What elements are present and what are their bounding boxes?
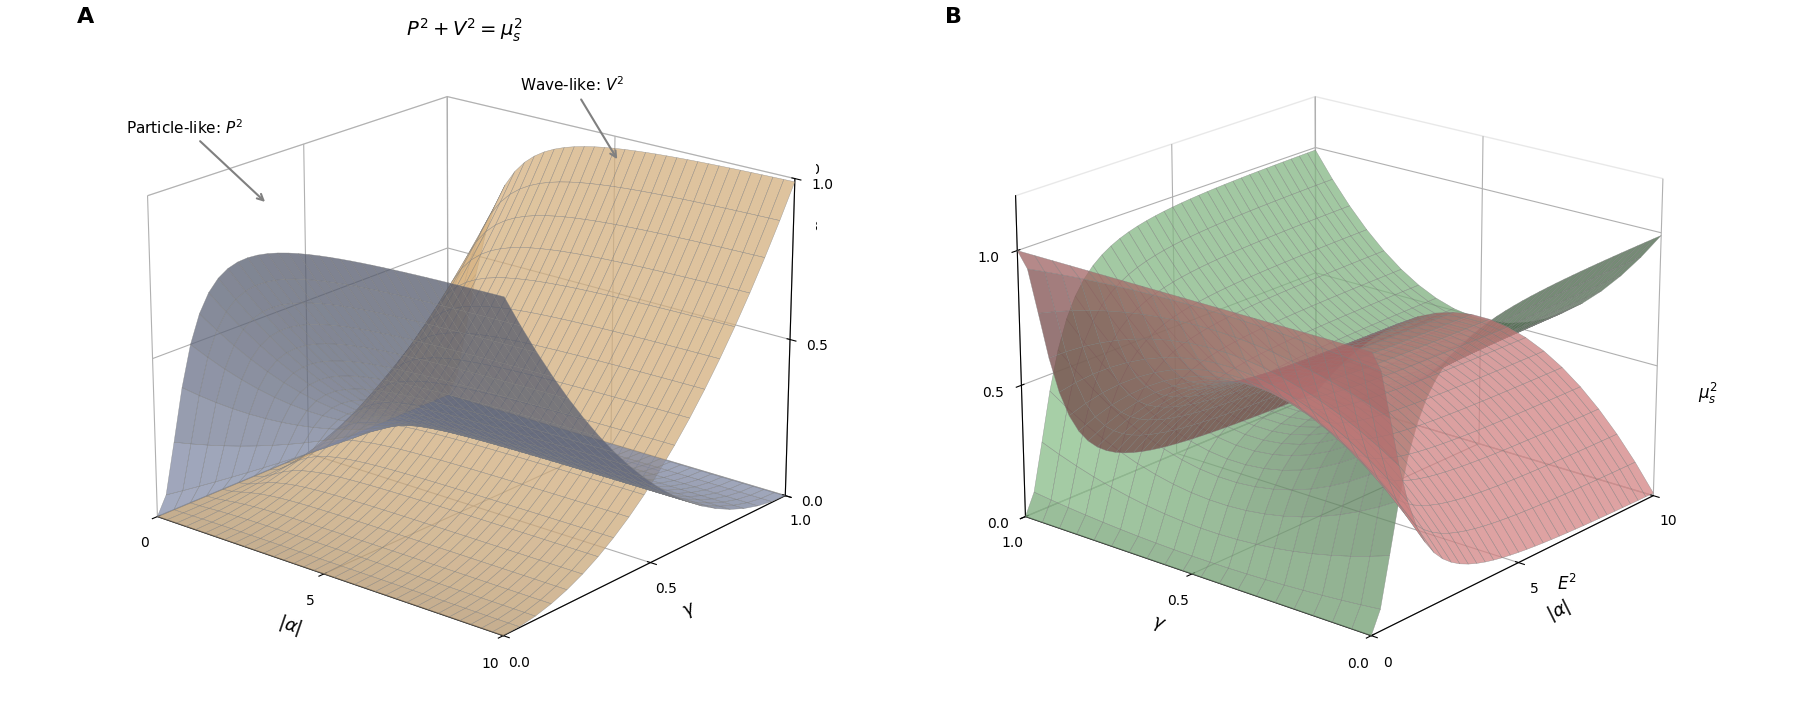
Y-axis label: $\gamma$: $\gamma$: [681, 599, 700, 622]
Text: A: A: [77, 7, 95, 27]
X-axis label: $|\alpha|$: $|\alpha|$: [275, 611, 305, 640]
Text: B: B: [945, 7, 963, 27]
Text: Particle-like: $P^2$: Particle-like: $P^2$: [126, 118, 264, 200]
Title: $P^2 + V^2 = \mu_s^2$: $P^2 + V^2 = \mu_s^2$: [406, 16, 523, 44]
Text: Wave-like: $V^2$: Wave-like: $V^2$: [521, 75, 625, 157]
Y-axis label: $\gamma$: $\gamma$: [1149, 614, 1167, 636]
Text: $\mu_s^2$: $\mu_s^2$: [1697, 381, 1717, 407]
X-axis label: $|\alpha|$: $|\alpha|$: [1543, 596, 1573, 626]
Text: $E^2$: $E^2$: [1557, 574, 1577, 594]
